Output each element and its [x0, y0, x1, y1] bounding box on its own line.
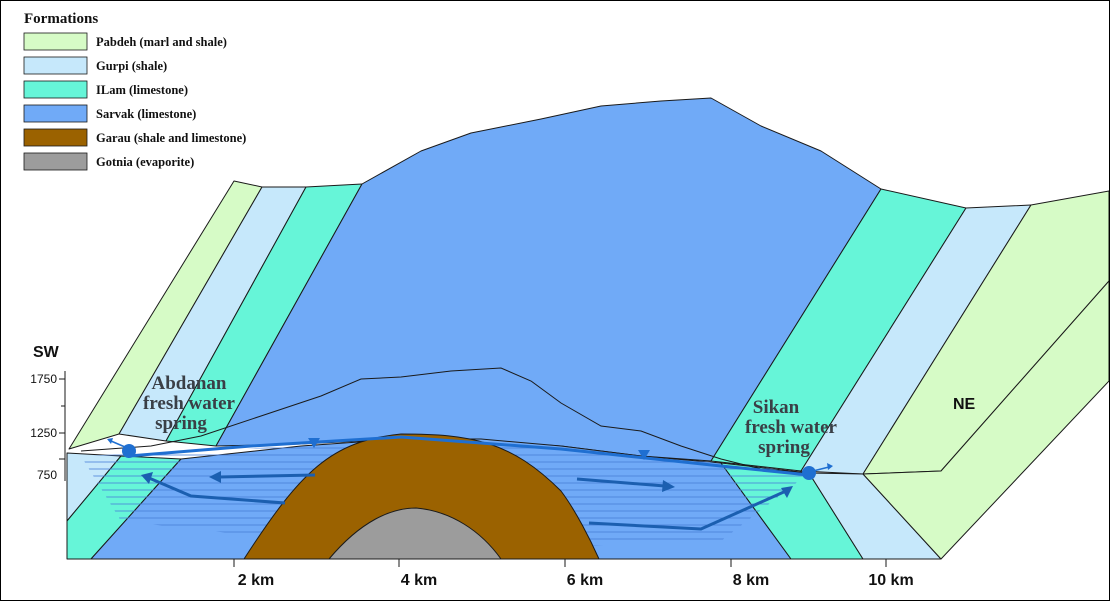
water-table-marker-right	[638, 450, 650, 460]
sikan-spring-label: Sikan fresh water spring	[745, 397, 838, 458]
direction-sw: SW	[33, 344, 60, 361]
elev-tick-1250: 1250	[30, 426, 57, 440]
legend-swatch-3	[23, 104, 88, 123]
abdanan-outflow-arrowhead	[107, 438, 113, 444]
flow-arrow-west-lower	[148, 476, 286, 505]
pabdeh-side-right	[862, 280, 1109, 560]
legend-swatch-2	[23, 80, 88, 99]
abdanan-spring-marker	[122, 444, 136, 458]
legend-swatch-5	[23, 152, 88, 171]
elev-tick-750: 750	[37, 468, 57, 482]
flow-arrowhead-1	[209, 471, 221, 483]
legend-swatch-1	[23, 56, 88, 75]
legend-swatch-4	[23, 128, 88, 147]
distance-tick-10km: 10 km	[868, 572, 913, 589]
flow-arrows	[148, 473, 787, 531]
elevation-axis: 1750 1250 750	[30, 371, 66, 482]
sikan-outflow-arrowhead	[827, 463, 833, 470]
distance-axis: 2 km 4 km 6 km 8 km 10 km	[67, 558, 941, 589]
elev-tick-1750: 1750	[30, 372, 57, 386]
water-table-marker-left	[308, 438, 320, 448]
svg-text:fresh water: fresh water	[745, 417, 838, 438]
svg-text:spring: spring	[758, 437, 810, 458]
direction-ne: NE	[953, 396, 976, 413]
legend-swatch-0	[23, 32, 88, 51]
legend-title: Formations	[24, 11, 98, 27]
legend-label-4: Garau (shale and limestone)	[96, 131, 246, 145]
svg-text:Sikan: Sikan	[753, 397, 800, 418]
distance-tick-4km: 4 km	[401, 572, 437, 589]
flow-arrowhead-3	[662, 480, 675, 492]
legend-label-5: Gotnia (evaporite)	[96, 155, 194, 169]
svg-text:spring: spring	[155, 413, 207, 434]
sikan-spring-outflow	[812, 466, 830, 472]
flow-arrow-east-lower	[588, 489, 787, 531]
flow-arrowhead-4	[781, 486, 793, 498]
distance-tick-6km: 6 km	[567, 572, 603, 589]
flow-arrow-east-upper	[576, 477, 666, 488]
flow-arrowhead-2	[141, 472, 153, 484]
flow-arrow-west-upper	[218, 473, 316, 479]
abdanan-spring-outflow	[110, 440, 126, 448]
svg-text:Abdanan: Abdanan	[152, 373, 227, 394]
top-surface	[68, 97, 1109, 475]
water-table-line	[128, 435, 810, 477]
ground-surface-profile	[80, 367, 810, 474]
legend-label-0: Pabdeh (marl and shale)	[96, 35, 227, 49]
svg-text:fresh water: fresh water	[143, 393, 236, 414]
gotnia-core	[328, 507, 502, 560]
abdanan-spring-label: Abdanan fresh water spring	[143, 373, 236, 434]
legend-label-3: Sarvak (limestone)	[96, 107, 196, 121]
legend-items: Pabdeh (marl and shale) Gurpi (shale) ILam…	[23, 32, 246, 171]
distance-tick-2km: 2 km	[238, 572, 274, 589]
sikan-spring-marker	[802, 466, 816, 480]
legend-label-1: Gurpi (shale)	[96, 59, 167, 73]
legend: Formations Pabdeh (marl and shale) Gurpi …	[23, 11, 246, 171]
distance-tick-8km: 8 km	[733, 572, 769, 589]
legend-label-2: ILam (limestone)	[96, 83, 188, 97]
